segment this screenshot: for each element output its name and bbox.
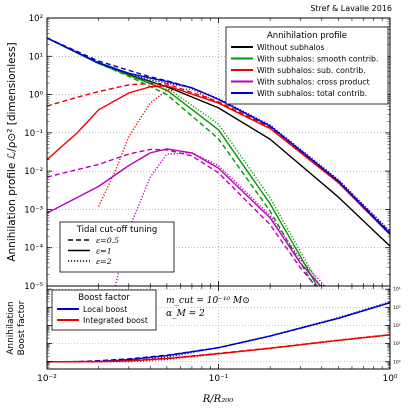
legend-annihilation-title: Annihilation profile (267, 31, 347, 41)
y-tick-label: 10⁻⁵ (24, 282, 43, 292)
y-tick-label: 10¹ (29, 52, 43, 62)
x-tick-label: 10⁻¹ (209, 374, 229, 384)
x-tick-label: 10⁰ (382, 374, 397, 384)
legend-boost-factor: Boost factor Local boost Integrated boost (51, 289, 157, 331)
y-tick-label: 10³ (393, 305, 401, 311)
bottom-series-lines (47, 301, 390, 363)
y-tick-label: 10¹ (393, 341, 401, 347)
legend-entry-label: Local boost (83, 305, 127, 314)
top-ticks: 10⁻⁵ 10⁻⁴ 10⁻³ 10⁻² 10⁻¹ 10⁰ 10¹ 10² (24, 14, 391, 292)
top-series-lines (47, 37, 390, 286)
legend-entry-label: Integrated boost (83, 316, 148, 325)
legend-tidal-title: Tidal cut-off tuning (76, 225, 158, 235)
series-line-top-9 (114, 152, 326, 286)
x-tick-label: 10⁻² (37, 374, 57, 384)
y-tick-label: 10⁴ (393, 287, 401, 293)
legend-entry-label: With subhalos: cross product (257, 78, 370, 87)
y-tick-label: 10⁰ (29, 91, 44, 101)
legend-entry-label: ε=2 (96, 257, 112, 266)
y-tick-label: 10⁻² (24, 167, 43, 177)
legend-annihilation-profile: Annihilation profile Without subhalos Wit… (225, 26, 389, 105)
legend-boost-title: Boost factor (78, 293, 130, 303)
annotation-mcut: m_cut = 10⁻¹⁰ M⊙ (166, 296, 250, 306)
legend-entry-label: Without subhalos (257, 43, 325, 52)
series-line-bot-1 (47, 302, 390, 363)
legend-entry-label: ε=0.5 (96, 236, 119, 245)
series-line-top-6 (97, 88, 390, 236)
legend-entry-label: With subhalos: sub. contrib. (257, 66, 366, 75)
series-line-top-12 (47, 37, 390, 232)
y-tick-label: 10² (29, 14, 43, 24)
bottom-ticks: 10⁻² 10⁻¹ 10⁰ 10⁰ 10¹ 10² 10³ 10⁴ (37, 286, 401, 384)
series-line-bot-3 (47, 334, 390, 363)
series-line-top-5 (47, 82, 390, 233)
bottom-y-axis-label-line2: Boost factor (17, 300, 27, 355)
y-tick-label: 10⁻⁴ (24, 244, 43, 254)
y-tick-label: 10⁻³ (24, 205, 43, 215)
bottom-y-axis-label: Annihilation Boost factor (6, 300, 27, 355)
y-tick-label: 10⁰ (393, 359, 401, 365)
series-line-top-1 (47, 37, 318, 286)
series-line-top-8 (47, 148, 317, 286)
y-tick-label: 10² (393, 323, 401, 329)
y-tick-label: 10⁻¹ (24, 129, 43, 139)
legend-tidal-cutoff: Tidal cut-off tuning ε=0.5 ε=1ε=2 (59, 221, 175, 273)
series-line-bot-4 (47, 334, 390, 363)
series-line-top-11 (47, 37, 390, 234)
series-line-top-7 (47, 148, 322, 286)
top-y-axis-label: Annihilation profile ℒ/ρ⊙² [dimensionles… (6, 42, 18, 261)
x-axis-label: R/R₂₀₀ (202, 394, 233, 405)
chart-title: Stref & Lavalle 2016 (310, 4, 392, 13)
legend-entry-label: With subhalos: total contrib. (257, 89, 367, 98)
series-line-top-4 (47, 85, 390, 236)
bottom-y-axis-label-line1: Annihilation (6, 301, 16, 355)
legend-entry-label: ε=1 (96, 247, 112, 256)
legend-entry-label: With subhalos: smooth contrib. (257, 55, 379, 64)
annotation-alpha: α_M = 2 (166, 309, 205, 319)
